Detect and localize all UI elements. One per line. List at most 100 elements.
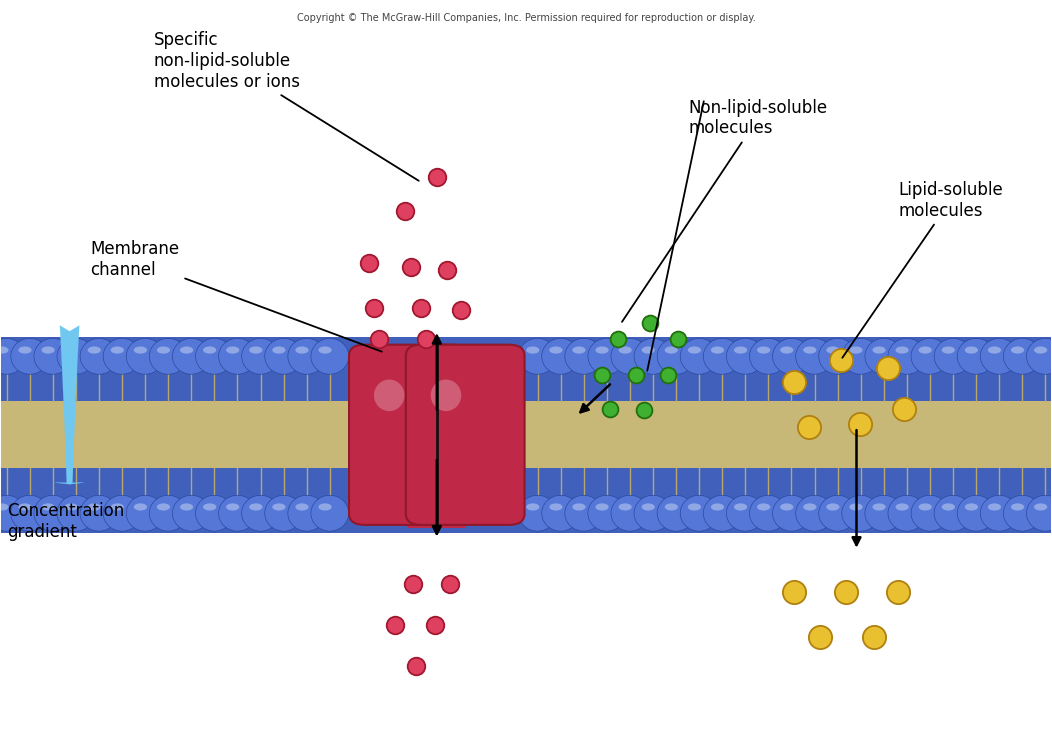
Ellipse shape [942, 503, 955, 511]
Ellipse shape [572, 346, 586, 354]
Point [837, 586, 854, 598]
Ellipse shape [542, 338, 580, 374]
Point [602, 403, 619, 415]
Ellipse shape [0, 495, 25, 531]
Text: Concentration
gradient: Concentration gradient [6, 502, 124, 541]
Ellipse shape [726, 338, 764, 374]
Ellipse shape [110, 503, 124, 511]
Ellipse shape [565, 338, 603, 374]
Ellipse shape [611, 495, 649, 531]
Ellipse shape [965, 346, 978, 354]
Point [360, 257, 377, 269]
Ellipse shape [242, 338, 280, 374]
Ellipse shape [865, 338, 903, 374]
Point [801, 422, 817, 434]
Ellipse shape [804, 503, 816, 511]
Ellipse shape [11, 338, 48, 374]
Ellipse shape [549, 346, 563, 354]
Ellipse shape [1004, 495, 1041, 531]
Ellipse shape [911, 495, 949, 531]
Ellipse shape [658, 338, 695, 374]
Point [851, 418, 868, 430]
Point [610, 333, 627, 345]
Ellipse shape [711, 346, 724, 354]
Text: Lipid-soluble
molecules: Lipid-soluble molecules [843, 181, 1004, 358]
Ellipse shape [87, 346, 101, 354]
Ellipse shape [934, 495, 972, 531]
Point [866, 631, 883, 643]
Ellipse shape [1034, 346, 1047, 354]
Bar [1, 337, 1051, 401]
Ellipse shape [249, 503, 262, 511]
Ellipse shape [634, 495, 672, 531]
Ellipse shape [704, 495, 741, 531]
Ellipse shape [849, 346, 863, 354]
Ellipse shape [595, 346, 609, 354]
Ellipse shape [0, 338, 25, 374]
Ellipse shape [149, 338, 187, 374]
Point [407, 661, 424, 673]
Ellipse shape [196, 338, 234, 374]
Ellipse shape [272, 346, 285, 354]
Point [365, 302, 382, 313]
Ellipse shape [203, 503, 217, 511]
FancyBboxPatch shape [349, 345, 468, 525]
Ellipse shape [134, 503, 147, 511]
Bar [408, 363, 465, 528]
Ellipse shape [711, 503, 724, 511]
Ellipse shape [180, 503, 194, 511]
Point [402, 261, 419, 273]
Ellipse shape [918, 346, 932, 354]
Ellipse shape [373, 380, 405, 411]
Ellipse shape [957, 338, 995, 374]
Ellipse shape [219, 495, 257, 531]
Point [660, 369, 676, 381]
Ellipse shape [942, 346, 955, 354]
Ellipse shape [80, 338, 118, 374]
Ellipse shape [1027, 495, 1052, 531]
Ellipse shape [688, 346, 701, 354]
Ellipse shape [126, 495, 164, 531]
Ellipse shape [126, 338, 164, 374]
Point [370, 333, 387, 345]
Ellipse shape [173, 338, 210, 374]
Ellipse shape [965, 503, 978, 511]
Ellipse shape [757, 503, 770, 511]
Point [593, 369, 610, 381]
Ellipse shape [642, 503, 654, 511]
Ellipse shape [749, 495, 787, 531]
Ellipse shape [296, 346, 308, 354]
Ellipse shape [826, 346, 839, 354]
Ellipse shape [319, 503, 331, 511]
Ellipse shape [196, 495, 234, 531]
Ellipse shape [665, 346, 677, 354]
Ellipse shape [681, 338, 719, 374]
Ellipse shape [64, 503, 78, 511]
Ellipse shape [526, 346, 540, 354]
Ellipse shape [226, 346, 240, 354]
Ellipse shape [795, 495, 833, 531]
Ellipse shape [180, 346, 194, 354]
Ellipse shape [265, 338, 303, 374]
Ellipse shape [265, 495, 303, 531]
Ellipse shape [595, 503, 609, 511]
Ellipse shape [634, 338, 672, 374]
Ellipse shape [80, 495, 118, 531]
Ellipse shape [572, 503, 586, 511]
Ellipse shape [642, 346, 654, 354]
Ellipse shape [296, 503, 308, 511]
Ellipse shape [319, 346, 331, 354]
Point [785, 376, 802, 388]
Text: Copyright © The McGraw-Hill Companies, Inc. Permission required for reproduction: Copyright © The McGraw-Hill Companies, I… [297, 13, 755, 22]
Ellipse shape [665, 503, 677, 511]
Ellipse shape [911, 338, 949, 374]
Ellipse shape [64, 346, 78, 354]
Ellipse shape [1027, 338, 1052, 374]
Ellipse shape [872, 346, 886, 354]
Ellipse shape [149, 495, 187, 531]
Ellipse shape [519, 338, 557, 374]
Ellipse shape [988, 503, 1002, 511]
Text: Non-lipid-soluble
molecules: Non-lipid-soluble molecules [622, 98, 828, 322]
Ellipse shape [842, 495, 879, 531]
Point [418, 333, 434, 345]
